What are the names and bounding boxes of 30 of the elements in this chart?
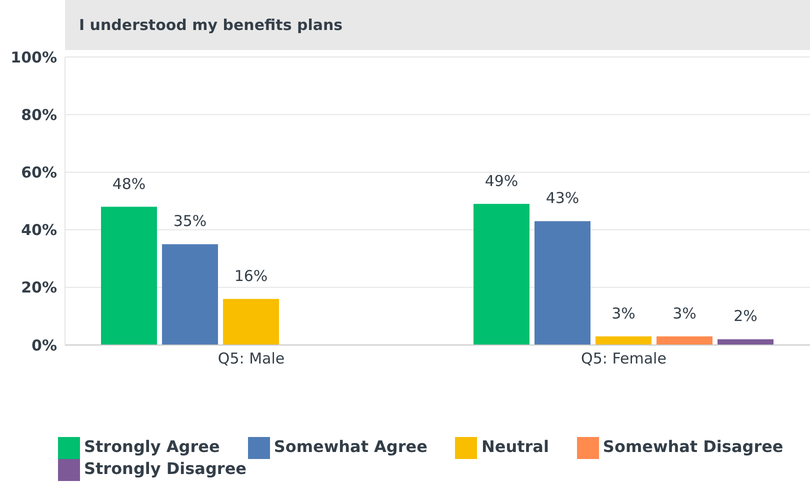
- x-tick-label: Q5: Male: [218, 350, 285, 368]
- legend-label: Strongly Disagree: [84, 459, 247, 478]
- y-tick-label: 40%: [21, 221, 57, 240]
- bar: [162, 244, 218, 345]
- legend-label: Somewhat Agree: [274, 437, 428, 456]
- data-label: 48%: [112, 174, 146, 193]
- data-label: 43%: [546, 189, 580, 208]
- y-tick-label: 20%: [21, 278, 57, 297]
- bar: [474, 204, 530, 345]
- chart-title: I understood my benefits plans: [65, 0, 810, 50]
- data-label: 3%: [612, 304, 636, 322]
- bar: [656, 336, 712, 345]
- data-label: 3%: [672, 304, 696, 322]
- data-label: 49%: [484, 172, 518, 190]
- bar: [101, 206, 157, 345]
- y-tick-label: 0%: [32, 336, 57, 354]
- legend-label: Strongly Agree: [84, 437, 220, 456]
- bar: [596, 336, 652, 345]
- data-label: 2%: [734, 307, 758, 326]
- bar: [223, 298, 279, 345]
- y-tick-label: 60%: [21, 164, 57, 182]
- bar: [534, 221, 590, 345]
- bar: [718, 339, 774, 345]
- y-tick-label: 100%: [10, 48, 57, 66]
- data-label: 35%: [173, 212, 207, 230]
- data-label: 16%: [234, 266, 268, 285]
- y-tick-label: 80%: [21, 106, 57, 124]
- x-tick-label: Q5: Female: [581, 350, 666, 368]
- legend-label: Somewhat Disagree: [602, 437, 784, 456]
- legend-label: Neutral: [481, 437, 549, 456]
